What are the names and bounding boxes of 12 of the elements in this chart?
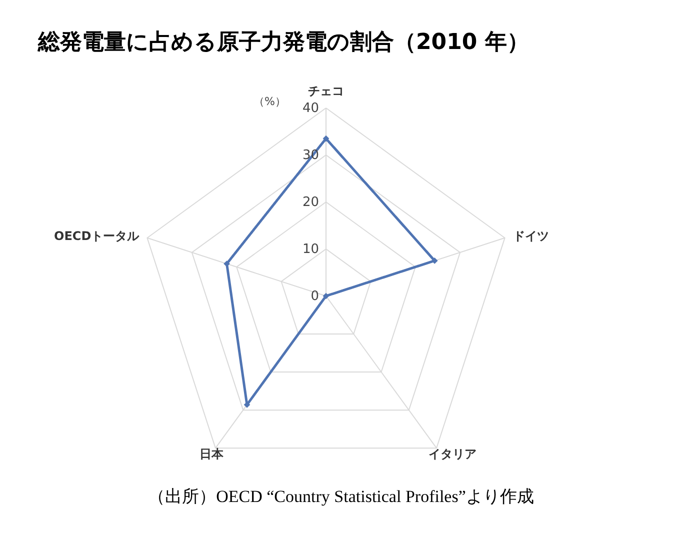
y-tick-label: 10 [302,242,319,257]
spoke-label: 日本 [199,447,224,462]
text: （出所）OECD “Country Statistical Profiles”より作成 [148,487,534,506]
spoke-label: イタリア [428,447,477,462]
spoke-label: ドイツ [512,228,549,243]
spoke-label: チェコ [308,84,344,98]
chart-title: 総発電量に占める原子力発電の割合（2010 年） [37,30,529,55]
y-tick-label: 20 [302,195,319,210]
y-tick-label: 0 [310,289,319,304]
text: （%） [254,95,286,108]
spoke-label: OECDトータル [54,228,140,243]
y-tick-label: 40 [302,101,319,116]
